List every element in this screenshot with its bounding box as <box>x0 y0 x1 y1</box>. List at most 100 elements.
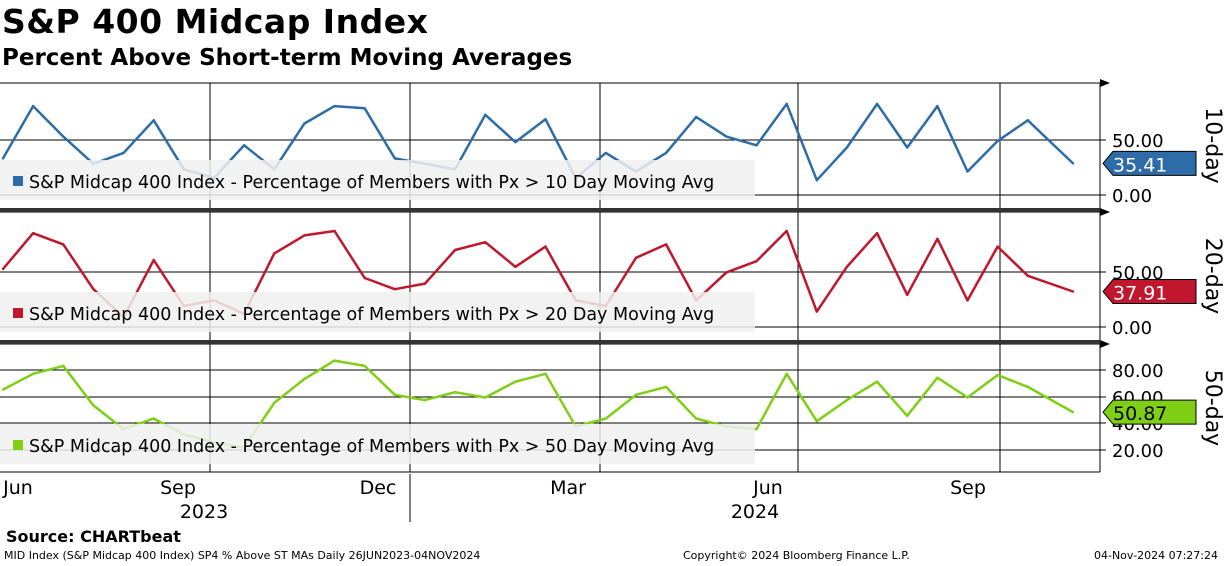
data-point <box>996 373 999 377</box>
panel-label: 50-day <box>1200 370 1224 446</box>
footer-timestamp: 04-Nov-2024 07:27:24 <box>1093 549 1218 562</box>
data-point <box>755 427 758 431</box>
data-point <box>273 401 276 404</box>
legend-swatch <box>13 308 23 318</box>
data-point <box>966 170 969 173</box>
legend-label: S&P Midcap 400 Index - Percentage of Mem… <box>29 437 714 457</box>
data-point <box>453 391 457 394</box>
x-tick-label: Sep <box>160 477 196 499</box>
x-year-label: 2023 <box>180 501 228 523</box>
data-point <box>1 267 5 271</box>
data-point <box>906 146 909 149</box>
data-point <box>996 139 999 143</box>
x-year-label: 2024 <box>731 501 779 523</box>
data-point <box>936 376 939 379</box>
data-point <box>152 119 155 122</box>
y-tick-label: 20.00 <box>1112 441 1164 462</box>
data-point <box>363 364 366 368</box>
data-point <box>1 388 5 391</box>
data-point <box>695 115 698 119</box>
data-point <box>152 258 155 262</box>
data-point <box>966 299 969 302</box>
data-point <box>875 380 879 383</box>
data-point <box>1071 162 1075 165</box>
legend-box <box>0 424 755 464</box>
last-value-label: 50.87 <box>1113 403 1167 425</box>
data-point <box>92 288 95 291</box>
data-point <box>514 140 517 144</box>
last-value-tag <box>1102 399 1197 425</box>
chart-title: S&P 400 Midcap Index <box>2 2 429 41</box>
data-point <box>122 151 125 155</box>
data-point <box>423 282 427 285</box>
legend-label: S&P Midcap 400 Index - Percentage of Mem… <box>29 305 714 325</box>
data-point <box>423 398 427 402</box>
data-point <box>31 232 35 235</box>
data-point <box>695 417 698 420</box>
data-point <box>604 417 608 420</box>
legend-label: S&P Midcap 400 Index - Percentage of Mem… <box>29 173 714 193</box>
y-tick-label: 0.00 <box>1112 318 1152 339</box>
axis-arrow <box>1100 340 1110 348</box>
data-point <box>1026 119 1029 122</box>
data-point <box>1026 274 1029 277</box>
data-point <box>664 385 668 389</box>
y-tick-label: 80.00 <box>1112 361 1164 382</box>
data-point <box>62 135 65 138</box>
panel-label: 20-day <box>1200 238 1224 314</box>
data-point <box>755 260 758 263</box>
data-point <box>31 372 35 375</box>
data-point <box>1071 410 1075 414</box>
data-point <box>815 310 819 313</box>
data-point <box>906 414 909 418</box>
data-point <box>875 232 879 235</box>
last-value-label: 37.91 <box>1113 283 1167 305</box>
data-point <box>393 157 397 160</box>
footer-description: MID Index (S&P Midcap 400 Index) SP4 % A… <box>4 549 481 562</box>
y-tick-label: 50.00 <box>1112 263 1164 284</box>
data-point <box>484 396 487 399</box>
legend-swatch <box>13 440 23 450</box>
data-point <box>1071 290 1075 293</box>
data-point <box>634 256 638 260</box>
x-tick-label: Mar <box>550 477 586 499</box>
data-point <box>363 107 366 110</box>
data-point <box>152 417 155 420</box>
axis-arrow <box>1100 208 1110 216</box>
data-point <box>544 245 547 248</box>
last-value-tag <box>1102 279 1197 305</box>
data-point <box>514 265 517 268</box>
panel-20-day: 50.00 0.00 S&P Midcap 400 Index - Percenta… <box>0 208 1224 340</box>
data-point <box>664 243 668 246</box>
last-value-tag <box>1102 150 1197 176</box>
data-point <box>333 359 336 362</box>
data-point <box>62 364 65 368</box>
data-point <box>333 229 336 233</box>
y-tick-label: 0.00 <box>1112 186 1152 207</box>
x-tick-label: Jun <box>752 477 783 499</box>
data-point <box>303 377 306 381</box>
legend-box <box>0 292 755 332</box>
data-point <box>514 380 517 383</box>
data-point <box>544 117 547 121</box>
data-point <box>815 179 819 182</box>
data-point <box>363 276 366 280</box>
data-point <box>785 372 788 375</box>
x-tick-label: Jun <box>2 477 33 499</box>
data-point <box>845 265 849 268</box>
data-point <box>875 102 879 106</box>
data-point <box>1026 385 1029 389</box>
data-point <box>966 396 969 399</box>
data-point <box>484 113 487 117</box>
panel-label: 10-day <box>1200 107 1224 183</box>
data-point <box>1 157 5 160</box>
legend-box <box>0 160 755 200</box>
panel-10-day: 50.00 0.00 S&P Midcap 400 Index - Percenta… <box>0 79 1224 208</box>
data-point <box>484 240 487 244</box>
data-point <box>996 245 999 248</box>
data-point <box>242 144 246 147</box>
data-point <box>755 144 758 147</box>
y-tick-label: 50.00 <box>1112 131 1164 152</box>
data-point <box>303 234 306 237</box>
data-point <box>604 151 608 155</box>
